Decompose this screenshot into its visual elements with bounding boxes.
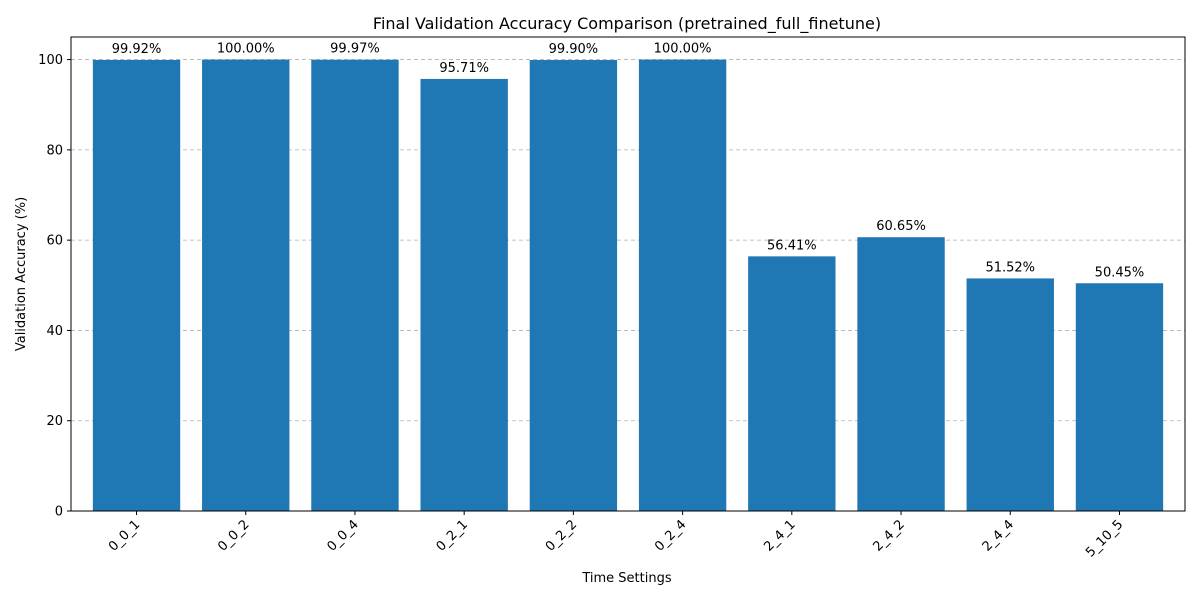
bar xyxy=(202,59,290,511)
y-tick-label: 40 xyxy=(46,324,63,339)
bar-data-label: 100.00% xyxy=(217,42,275,57)
chart-title: Final Validation Accuracy Comparison (pr… xyxy=(373,14,881,34)
y-tick-label: 20 xyxy=(46,414,63,429)
x-tick-label: 0_0_2 xyxy=(215,517,252,554)
y-tick-label: 0 xyxy=(55,505,63,520)
y-axis-ticks: 0 20 40 60 80 100 xyxy=(38,53,71,520)
bar-data-label: 99.90% xyxy=(549,42,599,57)
x-tick-label: 0_0_4 xyxy=(324,517,361,554)
bar xyxy=(748,256,836,511)
x-tick-label: 2_4_2 xyxy=(871,517,908,554)
x-tick-label: 2_4_4 xyxy=(980,517,1017,554)
bar xyxy=(857,237,945,512)
bar xyxy=(529,60,618,511)
bar xyxy=(966,278,1054,511)
bar-data-label: 99.97% xyxy=(330,42,380,57)
x-tick-label: 2_4_1 xyxy=(761,517,798,554)
bar xyxy=(638,59,727,511)
bar-data-label: 56.41% xyxy=(767,238,817,253)
plot-frame xyxy=(70,36,1186,512)
y-tick-label: 60 xyxy=(46,234,63,249)
y-axis-label: Validation Accuracy (%) xyxy=(14,197,29,351)
bar xyxy=(420,78,508,511)
y-tick-label: 100 xyxy=(38,53,63,68)
bars xyxy=(92,59,1164,512)
bar-data-label: 50.45% xyxy=(1095,265,1145,280)
bar-data-label: 99.92% xyxy=(112,42,162,57)
x-axis-ticks: 0_0_1 0_0_2 0_0_4 0_2_1 0_2_2 0_2_4 2_4_1 2_4_2… xyxy=(106,511,1126,560)
y-tick-label: 80 xyxy=(46,143,63,158)
x-axis-label: Time Settings xyxy=(581,571,671,586)
bar xyxy=(311,59,399,512)
x-tick-label: 0_2_1 xyxy=(434,517,471,554)
x-tick-label: 0_2_4 xyxy=(652,517,689,554)
x-tick-label: 5_10_5 xyxy=(1083,517,1126,560)
bar-data-label: 95.71% xyxy=(439,61,489,76)
data-labels: 99.92% 100.00% 99.97% 95.71% 99.90% 100.00% 56… xyxy=(112,42,1145,281)
bar-data-label: 51.52% xyxy=(985,260,1035,275)
bar-data-label: 100.00% xyxy=(654,42,712,57)
bar-data-label: 60.65% xyxy=(876,219,926,234)
bar xyxy=(92,59,181,512)
bar xyxy=(1075,283,1164,511)
x-tick-label: 0_0_1 xyxy=(106,517,143,554)
x-tick-label: 0_2_2 xyxy=(543,517,580,554)
